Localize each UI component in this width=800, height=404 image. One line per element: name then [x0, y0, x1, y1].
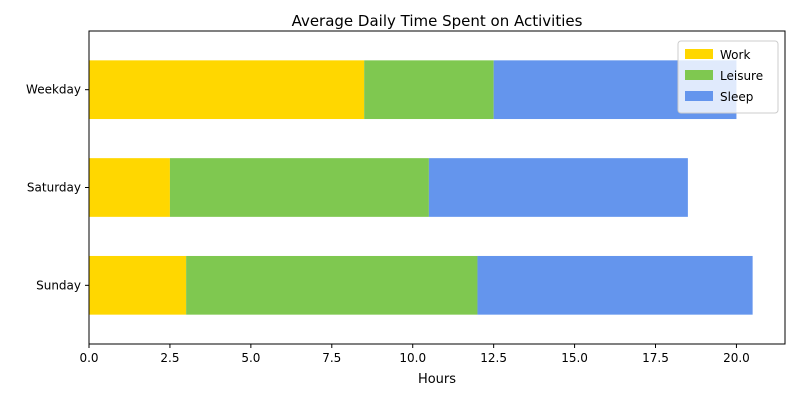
bar-work-sunday [89, 255, 187, 315]
bars-layer [89, 60, 753, 315]
bar-sleep-sunday [477, 255, 753, 315]
x-tick-label: 15.0 [561, 351, 588, 365]
legend-label-leisure: Leisure [720, 69, 763, 83]
bar-leisure-weekday [364, 60, 494, 120]
x-tick-label: 20.0 [723, 351, 750, 365]
x-axis-label: Hours [418, 372, 456, 387]
legend-swatch-sleep [685, 91, 713, 101]
bar-work-weekday [89, 60, 365, 120]
x-tick-label: 2.5 [160, 351, 179, 365]
x-tick-label: 10.0 [399, 351, 426, 365]
chart-title: Average Daily Time Spent on Activities [292, 12, 583, 30]
legend-label-sleep: Sleep [720, 90, 753, 104]
x-axis-ticks: 0.0 2.5 5.0 7.5 10.0 12.5 15.0 17.5 20.0 [79, 344, 750, 365]
x-tick-label: 7.5 [322, 351, 341, 365]
bar-leisure-saturday [169, 158, 429, 217]
legend-label-work: Work [720, 48, 750, 62]
y-tick-label: Saturday [27, 181, 81, 195]
bar-sleep-saturday [428, 158, 688, 217]
x-tick-label: 12.5 [480, 351, 507, 365]
legend: Work Leisure Sleep [677, 40, 779, 114]
bar-leisure-sunday [186, 255, 478, 315]
axes-layer [88, 30, 786, 345]
y-tick-label: Sunday [36, 278, 81, 292]
bar-work-saturday [89, 158, 170, 217]
x-tick-label: 0.0 [79, 351, 98, 365]
y-tick-label: Weekday [26, 83, 81, 97]
x-tick-label: 5.0 [241, 351, 260, 365]
x-tick-label: 17.5 [642, 351, 669, 365]
y-axis-ticks: Weekday Saturday Sunday [26, 83, 89, 292]
legend-swatch-leisure [685, 70, 713, 80]
legend-swatch-work [685, 49, 713, 59]
plot-frame [88, 30, 786, 345]
